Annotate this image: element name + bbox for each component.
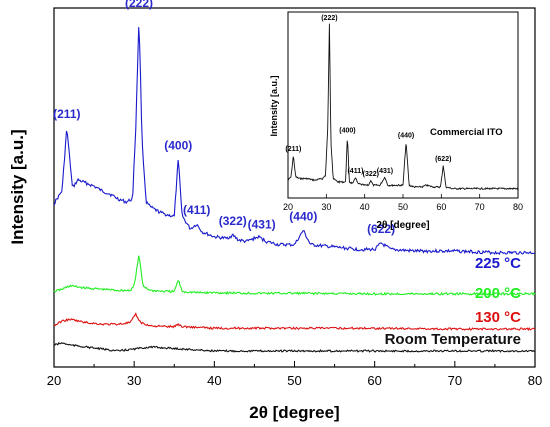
inset-peak-label-8: (622) [435,156,451,163]
inset-peak-label-5: (322) [363,171,379,178]
main-curves [53,27,536,353]
inset-x-tick-label-1: 20 [283,202,293,212]
inset-peak-label-2: (222) [321,15,337,22]
inset-background [288,12,518,198]
peak-label-6: (431) [248,218,276,232]
inset-x-tick-label-5: 60 [436,202,446,212]
x-tick-label-6: 70 [448,373,462,388]
peak-label-4: (411) [183,203,210,217]
inset-x-tick-label-2: 30 [321,202,331,212]
peak-label-2: (222) [125,0,153,10]
inset-y-axis-label: Intensity [a.u.] [269,75,279,136]
series-label-1: 225 °C [475,255,521,272]
x-tick-label-1: 20 [47,373,61,388]
series-label-3: 130 °C [475,309,521,326]
inset-peak-label-3: (400) [339,128,355,135]
inset-series-line [287,23,519,191]
main-x-axis-label: 2θ [degree] [249,403,339,422]
series-label-2: 200 °C [475,285,521,302]
inset-x-tick-label-7: 80 [513,202,523,212]
x-tick-label-3: 40 [207,373,221,388]
inset-x-tick-label-6: 70 [475,202,485,212]
x-tick-label-7: 80 [528,373,542,388]
peak-label-3: (400) [164,138,192,152]
peak-label-8: (622) [367,222,395,236]
main-series-labels: 225 °C 200 °C 130 °C Room Temperature [385,255,522,348]
series-line-3 [53,312,536,332]
inset-x-axis-label: 2θ [degree] [376,220,429,231]
x-tick-label-2: 30 [127,373,141,388]
inset-x-tick-label-3: 40 [360,202,370,212]
peak-label-5: (322) [219,214,247,228]
series-label-4: Room Temperature [385,331,521,348]
inset-peak-label-6: (431) [377,168,393,175]
inset-curve [287,23,519,191]
series-line-4 [53,342,536,353]
series-line-2 [53,255,536,297]
inset-x-ticks: 20 30 40 50 60 70 80 [283,194,523,212]
peak-label-1: (211) [53,107,80,121]
peak-label-7: (440) [289,210,317,224]
inset-peak-label-1: (211) [285,146,301,153]
series-line-1 [53,27,536,256]
main-y-axis-label: Intensity [a.u.] [8,129,27,244]
x-tick-label-5: 60 [367,373,381,388]
main-peak-labels: (211)(222)(400)(411)(322) (431)(440)(622) [53,0,395,236]
inset-title: Commercial ITO [430,127,503,138]
x-tick-label-4: 50 [287,373,301,388]
inset-peak-labels: (211) (222) (400) (411) (322)(431) (440) (622) [285,15,451,178]
main-x-ticks: 20 30 40 50 60 70 80 [47,361,542,388]
inset-x-tick-label-4: 50 [398,202,408,212]
inset-peak-label-4: (411) [347,168,363,175]
inset-peak-label-7: (440) [398,133,414,140]
